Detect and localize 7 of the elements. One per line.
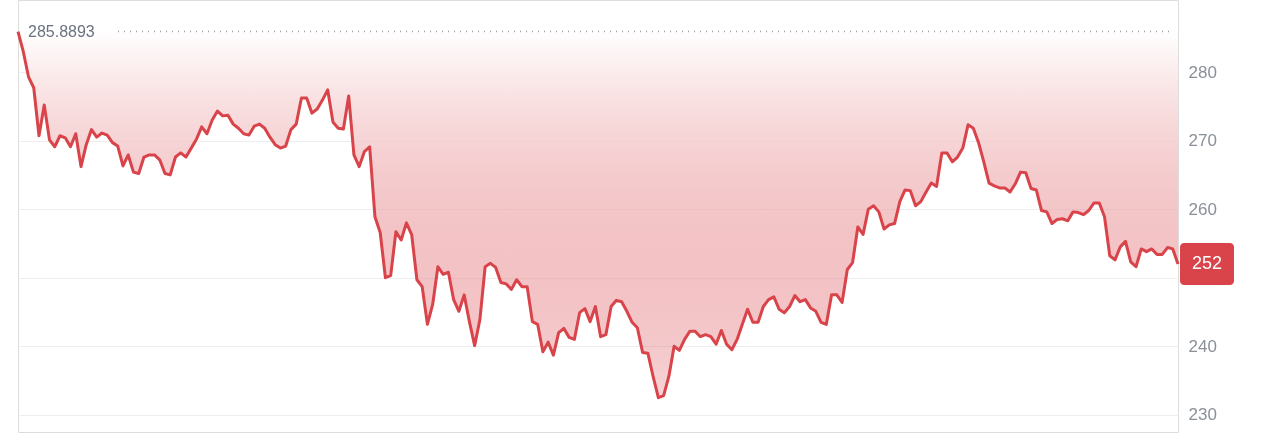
y-tick-label: 240 [1188,336,1217,356]
y-tick-label: 260 [1188,199,1217,219]
data-label: 252 [1191,253,1223,273]
y-tick-label: 280 [1188,62,1217,82]
y-tick-label: 270 [1188,131,1217,151]
ref-line-label: 285.8893 [28,22,95,40]
y-tick-label: 230 [1188,405,1217,425]
